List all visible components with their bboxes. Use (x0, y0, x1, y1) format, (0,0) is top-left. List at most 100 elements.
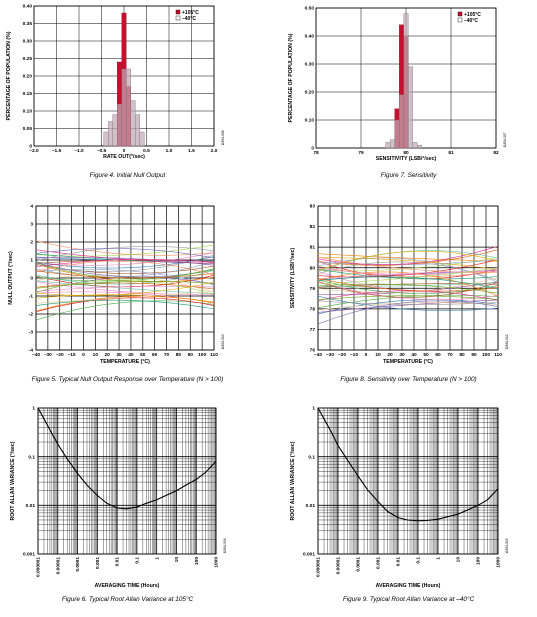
x-tick-label: 100 (482, 352, 490, 358)
x-tick-label: 60 (435, 352, 441, 358)
series-line (317, 302, 499, 311)
y-tick-label: 0.40 (305, 34, 315, 40)
series-line (317, 290, 499, 301)
x-tick-label: 0.1 (134, 557, 140, 564)
y-tick-label: 4 (30, 204, 33, 210)
bar-cold (130, 100, 136, 147)
y-axis-label: NULL OUTPUT (°/sec) (8, 251, 14, 305)
series-line (35, 281, 214, 296)
x-tick-label: –20 (338, 352, 346, 358)
x-tick-label: –1.0 (74, 148, 84, 154)
x-tick-label: 0.1 (416, 557, 422, 564)
series-line (35, 261, 215, 276)
figure-6-caption: Figure 6. Typical Root Allan Variance at… (61, 596, 194, 603)
x-tick-label: 1.5 (188, 148, 195, 154)
x-tick-label: 81 (448, 150, 454, 156)
figure-7-panel: PERCENTAGE OF POPULATION (%) 11834-007 0 0.… (280, 0, 537, 186)
x-tick-label: 0 (123, 148, 126, 154)
y-tick-label: -4 (29, 348, 34, 354)
legend-label: +105°C (464, 12, 481, 18)
x-tick-label: 0.01 (396, 557, 402, 567)
x-tick-label: 80 (176, 352, 182, 358)
x-tick-label: 1 (436, 557, 442, 560)
x-tick-label: 80 (459, 352, 465, 358)
series-line (317, 281, 499, 298)
y-tick-label: 0.10 (23, 109, 33, 115)
y-tick-label: -1 (29, 294, 34, 300)
x-tick-label: 100 (476, 557, 482, 565)
bar-cold (139, 131, 145, 147)
figure-5-caption: Figure 5. Typical Null Output Response o… (31, 376, 224, 383)
plot-area (37, 407, 217, 555)
figure-5-panel: NULL OUTPUT (°/sec) 11834-010 -4 -3 -2 -1 0 1 2 3… (0, 200, 255, 390)
bar-cold (103, 131, 109, 147)
y-tick-label: 0.20 (23, 74, 33, 80)
x-axis-label: RATE OUT(°/sec) (103, 154, 145, 160)
series-line (317, 271, 499, 297)
y-tick-label: 0.1 (28, 454, 35, 460)
x-tick-label: 30 (116, 352, 122, 358)
y-tick-label: 79 (310, 286, 316, 292)
y-tick-label: 0.05 (23, 126, 33, 132)
x-tick-label: –10 (350, 352, 358, 358)
x-tick-label: –40 (314, 352, 322, 358)
y-tick-label: 76 (310, 348, 316, 354)
series-line (317, 259, 499, 265)
y-tick-label: 0.01 (26, 503, 36, 509)
x-tick-label: 0.001 (95, 557, 101, 569)
y-tick-label: 1 (32, 406, 35, 412)
series-line (317, 278, 499, 292)
bar-cold (135, 114, 140, 147)
legend-label: +105°C (182, 10, 199, 16)
series-line (317, 253, 499, 262)
figure-9-chart: ROOT ALLAN VARIANCE (°/sec) 11834-015 0.00… (290, 406, 509, 589)
x-tick-label: 0.000001 (36, 557, 42, 577)
x-tick-label: 70 (164, 352, 170, 358)
series-line (35, 281, 215, 296)
y-tick-label: 83 (310, 204, 316, 210)
y-tick-label: 0.01 (306, 503, 316, 509)
series-line (35, 299, 215, 310)
series-line (35, 281, 215, 289)
y-tick-label: 81 (310, 245, 316, 251)
x-axis-label: SENSITIVITY (LSB/°/sec) (376, 156, 437, 162)
y-tick-label: 0.40 (23, 4, 33, 10)
series-line (35, 249, 215, 264)
series-line (317, 295, 499, 311)
figure-code: 11834-016 (223, 538, 227, 553)
y-tick-label: 0.1 (308, 454, 315, 460)
figure-code: 11834-010 (221, 334, 225, 349)
x-tick-label: 78 (313, 150, 319, 156)
series-line (35, 240, 215, 256)
series-line (317, 300, 499, 305)
figure-5-chart: NULL OUTPUT (°/sec) 11834-010 -4 -3 -2 -1 0 1 2 3… (8, 204, 225, 365)
legend-label: –40°C (182, 16, 196, 22)
figure-8-caption: Figure 8. Sensitivity over Temperature (… (340, 376, 477, 383)
y-tick-label: 0.50 (305, 6, 315, 12)
series-line (35, 257, 215, 266)
figure-7-caption: Figure 7. Sensitivity (380, 172, 437, 179)
y-tick-label: -3 (29, 330, 34, 336)
x-tick-label: 50 (423, 352, 429, 358)
x-tick-label: 1.0 (166, 148, 173, 154)
figure-code: 11834-007 (503, 132, 507, 147)
x-tick-label: 40 (128, 352, 134, 358)
series-line (317, 251, 499, 272)
series-line (35, 282, 215, 290)
series-line (35, 244, 215, 257)
allan-variance-curve (37, 407, 217, 510)
x-tick-label: 20 (387, 352, 393, 358)
x-tick-label: 0.00001 (336, 557, 342, 575)
y-tick-label: 0.001 (303, 552, 315, 558)
x-tick-label: 1000 (496, 557, 502, 568)
bar-cold (399, 94, 404, 149)
y-tick-label: 82 (310, 224, 316, 230)
series-line (317, 283, 499, 294)
x-tick-label: –20 (56, 352, 64, 358)
legend-swatch (457, 11, 463, 17)
bar-cold (403, 13, 409, 149)
x-tick-label: 79 (358, 150, 364, 156)
series-line (317, 300, 499, 325)
x-tick-label: 1 (154, 557, 160, 560)
bar-cold (112, 114, 118, 147)
